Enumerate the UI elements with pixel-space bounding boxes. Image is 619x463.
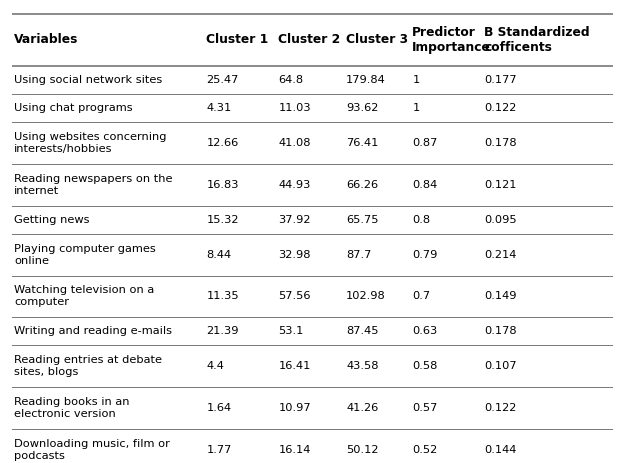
Text: Reading entries at debate
sites, blogs: Reading entries at debate sites, blogs — [14, 355, 162, 377]
Text: 16.83: 16.83 — [206, 180, 239, 190]
Text: 41.08: 41.08 — [279, 138, 311, 148]
Text: 0.178: 0.178 — [484, 138, 517, 148]
Text: 0.58: 0.58 — [412, 361, 438, 371]
Text: 1: 1 — [412, 103, 420, 113]
Text: 0.178: 0.178 — [484, 326, 517, 336]
Text: 0.57: 0.57 — [412, 403, 438, 413]
Text: 10.97: 10.97 — [279, 403, 311, 413]
Text: 0.177: 0.177 — [484, 75, 517, 85]
Text: 15.32: 15.32 — [206, 215, 239, 225]
Text: 0.84: 0.84 — [412, 180, 438, 190]
Text: Playing computer games
online: Playing computer games online — [14, 244, 156, 266]
Text: B Standardized
cofficents: B Standardized cofficents — [484, 25, 590, 54]
Text: Using websites concerning
interests/hobbies: Using websites concerning interests/hobb… — [14, 132, 167, 154]
Text: 64.8: 64.8 — [279, 75, 303, 85]
Text: Using chat programs: Using chat programs — [14, 103, 133, 113]
Text: 1.64: 1.64 — [206, 403, 232, 413]
Text: 16.14: 16.14 — [279, 445, 311, 455]
Text: 21.39: 21.39 — [206, 326, 239, 336]
Text: Downloading music, film or
podcasts: Downloading music, film or podcasts — [14, 439, 170, 461]
Text: Writing and reading e-mails: Writing and reading e-mails — [14, 326, 172, 336]
Text: 0.107: 0.107 — [484, 361, 517, 371]
Text: 41.26: 41.26 — [346, 403, 378, 413]
Text: Reading newspapers on the
internet: Reading newspapers on the internet — [14, 174, 173, 196]
Text: 32.98: 32.98 — [279, 250, 311, 260]
Text: 66.26: 66.26 — [346, 180, 378, 190]
Text: 76.41: 76.41 — [346, 138, 379, 148]
Text: 0.095: 0.095 — [484, 215, 517, 225]
Text: Getting news: Getting news — [14, 215, 90, 225]
Text: 4.4: 4.4 — [206, 361, 224, 371]
Text: 1: 1 — [412, 75, 420, 85]
Text: 93.62: 93.62 — [346, 103, 379, 113]
Text: 43.58: 43.58 — [346, 361, 379, 371]
Text: 12.66: 12.66 — [206, 138, 238, 148]
Text: Watching television on a
computer: Watching television on a computer — [14, 285, 154, 307]
Text: Reading books in an
electronic version: Reading books in an electronic version — [14, 397, 130, 419]
Text: 44.93: 44.93 — [279, 180, 311, 190]
Text: 0.122: 0.122 — [484, 403, 517, 413]
Text: 0.63: 0.63 — [412, 326, 438, 336]
Text: Predictor
Importance: Predictor Importance — [412, 25, 491, 54]
Text: Cluster 1: Cluster 1 — [206, 33, 269, 46]
Text: 0.7: 0.7 — [412, 291, 430, 301]
Text: 25.47: 25.47 — [206, 75, 239, 85]
Text: 11.35: 11.35 — [206, 291, 239, 301]
Text: 8.44: 8.44 — [206, 250, 232, 260]
Text: 57.56: 57.56 — [279, 291, 311, 301]
Text: 0.8: 0.8 — [412, 215, 430, 225]
Text: 4.31: 4.31 — [206, 103, 232, 113]
Text: 0.214: 0.214 — [484, 250, 517, 260]
Text: 1.77: 1.77 — [206, 445, 232, 455]
Text: 102.98: 102.98 — [346, 291, 386, 301]
Text: 16.41: 16.41 — [279, 361, 311, 371]
Text: 0.121: 0.121 — [484, 180, 517, 190]
Text: Cluster 2: Cluster 2 — [279, 33, 340, 46]
Text: 37.92: 37.92 — [279, 215, 311, 225]
Text: 50.12: 50.12 — [346, 445, 379, 455]
Text: Variables: Variables — [14, 33, 79, 46]
Text: 87.7: 87.7 — [346, 250, 371, 260]
Text: 0.122: 0.122 — [484, 103, 517, 113]
Text: 11.03: 11.03 — [279, 103, 311, 113]
Text: 0.87: 0.87 — [412, 138, 438, 148]
Text: 0.79: 0.79 — [412, 250, 438, 260]
Text: 65.75: 65.75 — [346, 215, 379, 225]
Text: 0.144: 0.144 — [484, 445, 517, 455]
Text: 0.52: 0.52 — [412, 445, 438, 455]
Text: Using social network sites: Using social network sites — [14, 75, 162, 85]
Text: 0.149: 0.149 — [484, 291, 517, 301]
Text: Cluster 3: Cluster 3 — [346, 33, 409, 46]
Text: 53.1: 53.1 — [279, 326, 304, 336]
Text: 87.45: 87.45 — [346, 326, 379, 336]
Text: 179.84: 179.84 — [346, 75, 386, 85]
